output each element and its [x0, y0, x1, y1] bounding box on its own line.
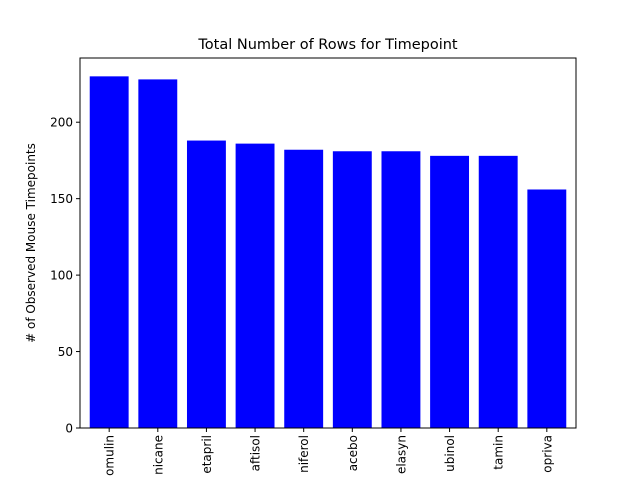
- x-axis-ticks: omulin nicane etapril aftisol niferol acebo el…: [103, 428, 554, 476]
- y-axis-label: # of Observed Mouse Timepoints: [24, 143, 38, 343]
- bar-tamin: [478, 155, 518, 428]
- bar-acebo: [332, 151, 372, 428]
- x-tick-label: nicane: [151, 435, 165, 475]
- y-axis-ticks: 0 50 100 150 200: [50, 116, 80, 436]
- bar-elasyn: [381, 151, 421, 428]
- x-tick-label: etapril: [200, 435, 214, 474]
- y-tick-label: 50: [58, 345, 73, 359]
- y-tick-label: 200: [50, 116, 73, 130]
- x-tick-label: opriva: [540, 435, 554, 473]
- plot-frame: [79, 57, 577, 429]
- x-tick-label: niferol: [297, 435, 311, 473]
- y-tick-label: 100: [50, 269, 73, 283]
- chart-title: Total Number of Rows for Timepoint: [197, 37, 458, 53]
- y-tick-label: 0: [65, 422, 73, 436]
- bar-niferol: [284, 149, 324, 429]
- x-tick-label: omulin: [103, 435, 117, 476]
- y-tick-label: 150: [50, 192, 73, 206]
- x-tick-label: ubinol: [443, 435, 457, 472]
- x-tick-label: tamin: [492, 435, 506, 470]
- bar-opriva: [527, 189, 567, 428]
- bar-etapril: [186, 140, 226, 428]
- x-tick-label: elasyn: [394, 435, 408, 474]
- bars-group: [89, 76, 567, 429]
- bar-nicane: [138, 79, 178, 429]
- x-tick-label: aftisol: [249, 435, 263, 471]
- bar-omulin: [89, 76, 129, 428]
- x-tick-label: acebo: [346, 435, 360, 471]
- bar-ubinol: [430, 155, 470, 428]
- bar-aftisol: [235, 143, 275, 428]
